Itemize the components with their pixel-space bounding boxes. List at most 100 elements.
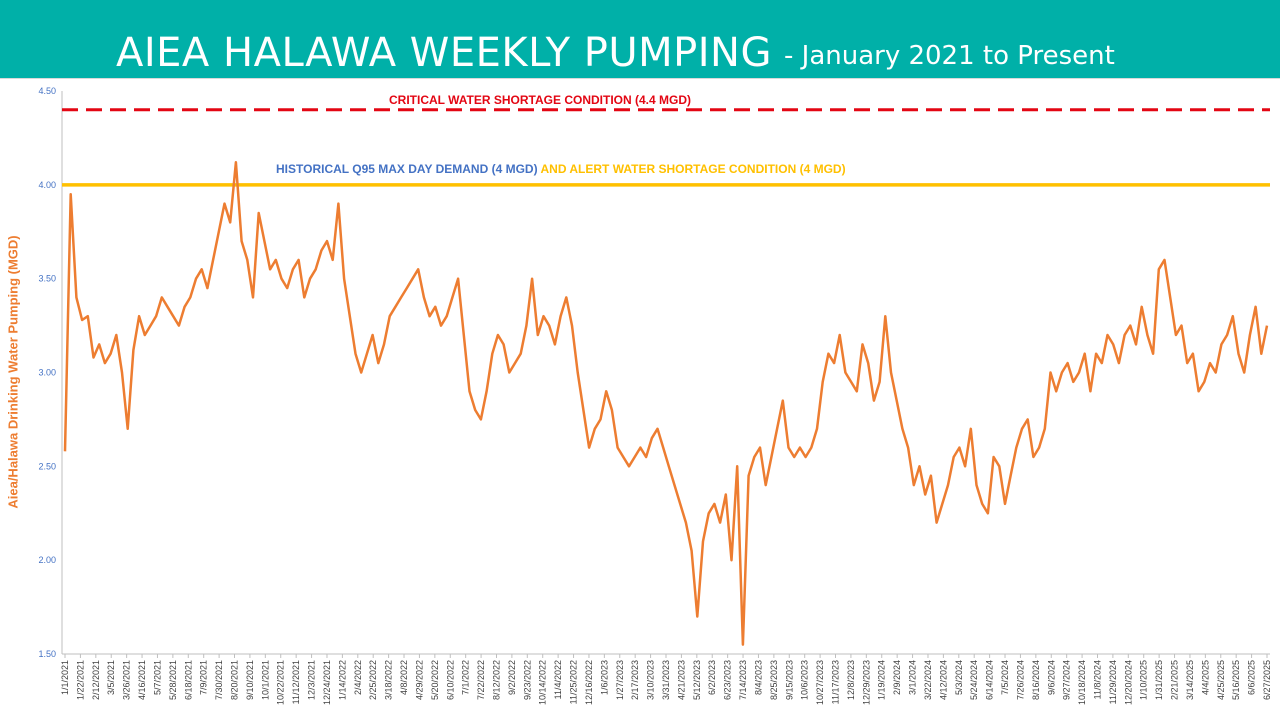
x-tick-label: 6/14/2024 — [985, 660, 995, 700]
x-tick-label: 2/9/2024 — [892, 660, 902, 695]
x-tick-label: 1/6/2023 — [599, 660, 609, 695]
x-tick-label: 8/25/2023 — [769, 660, 779, 700]
x-tick-label: 4/29/2022 — [414, 660, 424, 700]
x-tick-label: 8/12/2022 — [491, 660, 501, 700]
x-tick-label: 3/22/2024 — [923, 660, 933, 700]
x-tick-label: 9/23/2022 — [522, 660, 532, 700]
alert-condition-label: AND ALERT WATER SHORTAGE CONDITION (4 MG… — [540, 162, 845, 176]
y-tick-label: 4.50 — [38, 86, 56, 96]
x-tick-label: 5/7/2021 — [152, 660, 162, 695]
x-tick-label: 4/16/2021 — [137, 660, 147, 700]
reference-labels: CRITICAL WATER SHORTAGE CONDITION (4.4 M… — [276, 93, 846, 176]
x-tick-label: 4/8/2022 — [399, 660, 409, 695]
x-tick-label: 7/9/2021 — [199, 660, 209, 695]
x-tick-label: 2/17/2023 — [630, 660, 640, 700]
x-tick-label: 8/20/2021 — [230, 660, 240, 700]
x-tick-label: 1/31/2025 — [1154, 660, 1164, 700]
critical-threshold-label: CRITICAL WATER SHORTAGE CONDITION (4.4 M… — [389, 93, 691, 107]
x-tick-label: 6/10/2022 — [445, 660, 455, 700]
x-tick-label: 9/15/2023 — [784, 660, 794, 700]
x-tick-label: 7/14/2023 — [738, 660, 748, 700]
x-tick-label: 11/12/2021 — [291, 660, 301, 704]
x-tick-label: 10/14/2022 — [538, 660, 548, 705]
x-tick-label: 3/31/2023 — [661, 660, 671, 700]
x-tick-label: 5/3/2024 — [954, 660, 964, 695]
x-tick-label: 1/10/2025 — [1139, 660, 1149, 700]
x-tick-label: 4/25/2025 — [1216, 660, 1226, 700]
page-subtitle: - January 2021 to Present — [784, 41, 1115, 71]
axes: 1.50 2.00 2.50 3.00 3.50 4.00 4.50 1/1/2021 1/22… — [38, 86, 1272, 705]
x-tick-label: 10/27/2023 — [815, 660, 825, 705]
x-tick-label: 2/4/2022 — [353, 660, 363, 695]
x-tick-label: 9/6/2024 — [1046, 660, 1056, 695]
x-tick-label: 1/27/2023 — [615, 660, 625, 700]
x-tick-label: 1/1/2021 — [60, 660, 70, 695]
x-tick-label: 8/16/2024 — [1031, 660, 1041, 700]
x-tick-label: 5/20/2022 — [430, 660, 440, 700]
x-tick-label: 2/21/2025 — [1170, 660, 1180, 700]
x-tick-label: 5/12/2023 — [692, 660, 702, 700]
x-tick-label: 11/8/2024 — [1092, 660, 1102, 699]
y-tick-label: 1.50 — [38, 649, 56, 659]
x-tick-label: 11/4/2022 — [553, 660, 563, 699]
x-tick-label: 3/26/2021 — [122, 660, 132, 700]
x-tick-label: 5/28/2021 — [168, 660, 178, 700]
x-tick-label: 3/1/2024 — [908, 660, 918, 695]
x-tick-label: 1/22/2021 — [75, 660, 85, 700]
x-tick-label: 10/18/2024 — [1077, 660, 1087, 705]
x-tick-label: 11/17/2023 — [831, 660, 841, 704]
x-tick-label: 4/21/2023 — [676, 660, 686, 700]
x-tick-label: 6/23/2023 — [723, 660, 733, 700]
x-tick-label: 2/25/2022 — [368, 660, 378, 700]
x-tick-label: 4/4/2025 — [1200, 660, 1210, 695]
x-tick-label: 8/4/2023 — [753, 660, 763, 695]
x-tick-label: 9/2/2022 — [507, 660, 517, 695]
x-tick-label: 6/27/2025 — [1262, 660, 1272, 700]
page-title: AIEA HALAWA WEEKLY PUMPING — [116, 30, 772, 76]
x-tick-label: 10/1/2021 — [260, 660, 270, 700]
x-tick-label: 6/2/2023 — [707, 660, 717, 695]
x-tick-label: 7/1/2022 — [461, 660, 471, 695]
x-tick-label: 3/5/2021 — [106, 660, 116, 695]
x-tick-label: 12/24/2021 — [322, 660, 332, 705]
x-tick-label: 9/27/2024 — [1062, 660, 1072, 700]
x-tick-label: 3/10/2023 — [646, 660, 656, 700]
x-tick-label: 4/12/2024 — [938, 660, 948, 700]
x-tick-label: 12/16/2022 — [584, 660, 594, 705]
x-tick-label: 9/10/2021 — [245, 660, 255, 700]
x-tick-label: 6/18/2021 — [183, 660, 193, 700]
historical-demand-label: HISTORICAL Q95 MAX DAY DEMAND (4 MGD) — [276, 162, 540, 176]
x-tick-label: 6/6/2025 — [1247, 660, 1257, 695]
x-tick-label: 1/14/2022 — [337, 660, 347, 700]
x-tick-label: 12/3/2021 — [307, 660, 317, 700]
x-tick-label: 3/18/2022 — [384, 660, 394, 700]
x-tick-label: 1/19/2024 — [877, 660, 887, 700]
y-tick-label: 4.00 — [38, 180, 56, 190]
x-tick-label: 11/29/2024 — [1108, 660, 1118, 704]
y-tick-label: 3.00 — [38, 368, 56, 378]
x-tick-label: 3/14/2025 — [1185, 660, 1195, 700]
title-banner: AIEA HALAWA WEEKLY PUMPING - January 202… — [0, 0, 1280, 78]
x-tick-label: 12/8/2023 — [846, 660, 856, 700]
reference-lines — [62, 108, 1270, 187]
y-tick-label: 2.50 — [38, 461, 56, 471]
x-tick-label: 7/5/2024 — [1000, 660, 1010, 695]
x-tick-label: 10/6/2023 — [800, 660, 810, 700]
x-tick-label: 11/25/2022 — [569, 660, 579, 704]
x-tick-label: 5/24/2024 — [969, 660, 979, 700]
chart-area — [0, 78, 1280, 721]
series-layer — [63, 161, 1269, 646]
x-tick-label: 12/20/2024 — [1123, 660, 1133, 705]
y-tick-label: 2.00 — [38, 555, 56, 565]
x-tick-label: 12/29/2023 — [861, 660, 871, 705]
x-tick-label: 7/22/2022 — [476, 660, 486, 700]
x-tick-label: 5/16/2025 — [1231, 660, 1241, 700]
x-tick-label: 10/22/2021 — [276, 660, 286, 705]
x-tick-label: 7/30/2021 — [214, 660, 224, 700]
alert-threshold-label: HISTORICAL Q95 MAX DAY DEMAND (4 MGD) AN… — [276, 162, 846, 176]
x-tick-label: 2/12/2021 — [91, 660, 101, 700]
pumping-series-line — [63, 161, 1269, 646]
y-axis-label: Aiea/Halawa Drinking Water Pumping (MGD) — [5, 235, 21, 509]
y-tick-label: 3.50 — [38, 274, 56, 284]
